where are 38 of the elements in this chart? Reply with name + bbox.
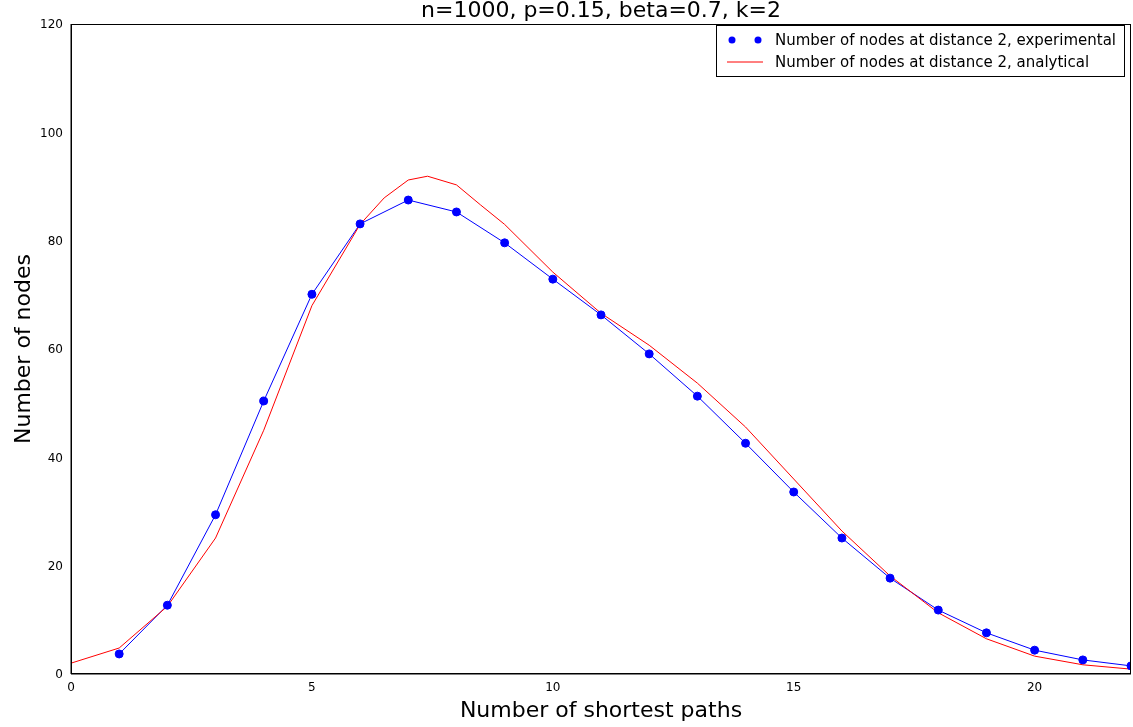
legend-label: Number of nodes at distance 2, experimental (774, 30, 1116, 51)
y-axis-title: Number of nodes (9, 254, 35, 444)
y-tick-label: 20 (47, 558, 63, 573)
y-tick-label: 100 (40, 125, 63, 140)
y-tick-label: 60 (47, 342, 63, 357)
y-tick-label: 80 (47, 233, 63, 248)
point (741, 438, 751, 448)
y-tick-label: 120 (40, 17, 63, 32)
x-tick-label: 15 (786, 679, 802, 694)
x-tick-label: 5 (308, 679, 316, 694)
point (885, 573, 895, 583)
point (1078, 655, 1088, 665)
point (596, 310, 606, 320)
point (307, 289, 317, 299)
point (548, 274, 558, 284)
point (933, 605, 943, 615)
point (692, 391, 702, 401)
x-tick-label: 0 (67, 679, 75, 694)
point (403, 195, 413, 205)
point (789, 487, 799, 497)
point (114, 649, 124, 659)
legend-label: Number of nodes at distance 2, analytical (774, 52, 1090, 73)
point (259, 396, 269, 406)
point (837, 533, 847, 543)
y-tick-label: 40 (47, 450, 63, 465)
point (981, 628, 991, 638)
y-tick-label: 0 (55, 667, 63, 682)
point (451, 207, 461, 217)
point (162, 600, 172, 610)
point (211, 510, 221, 520)
point (1030, 645, 1040, 655)
x-tick-label: 10 (545, 679, 561, 694)
x-axis-title: Number of shortest paths (459, 697, 743, 722)
x-tick-label: 20 (1027, 679, 1043, 694)
point (500, 238, 510, 248)
point (355, 219, 365, 229)
point (644, 349, 654, 359)
chart-title: n=1000, p=0.15, beta=0.7, k=2 (420, 0, 782, 22)
